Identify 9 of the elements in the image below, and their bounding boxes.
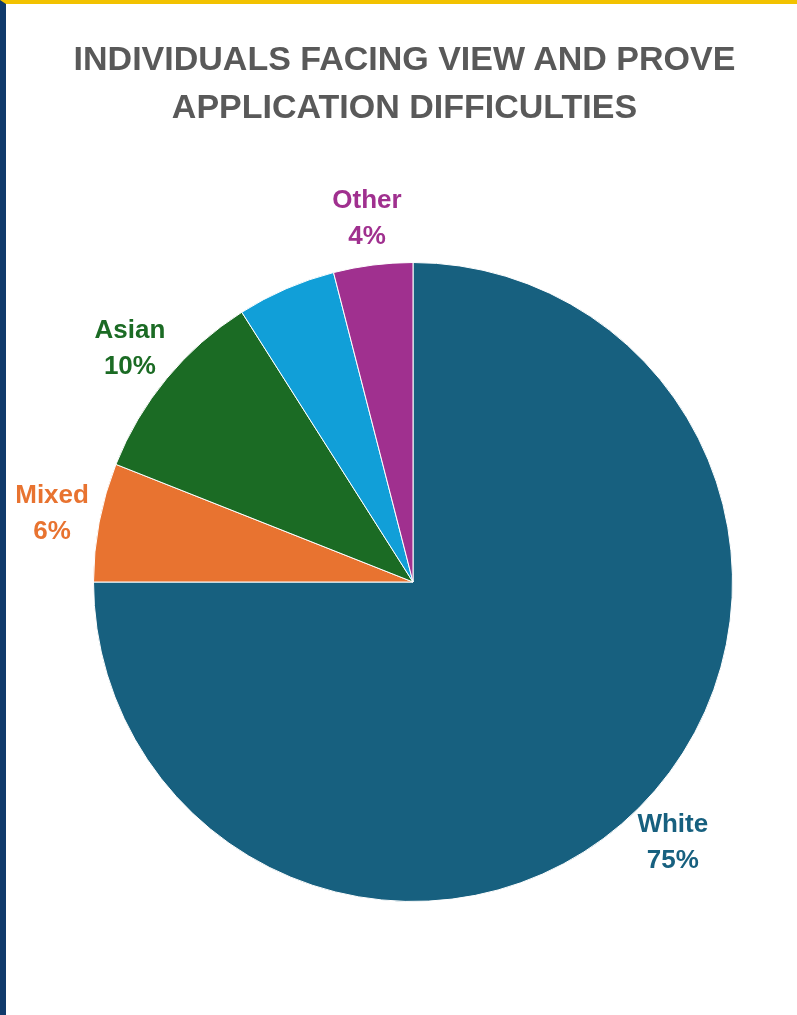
data-label: 4% xyxy=(348,219,386,250)
chart-title: INDIVIDUALS FACING VIEW AND PROVE APPLICATION DIFFICULTIES xyxy=(72,38,737,127)
data-label: 75% xyxy=(646,843,699,874)
slice-label: White xyxy=(637,807,709,838)
data-label: 6% xyxy=(33,515,71,546)
slice-label: Mixed xyxy=(15,479,89,510)
slice-label: Asian xyxy=(94,313,166,344)
data-label: 10% xyxy=(103,349,156,380)
slice-label: Other xyxy=(332,183,402,214)
